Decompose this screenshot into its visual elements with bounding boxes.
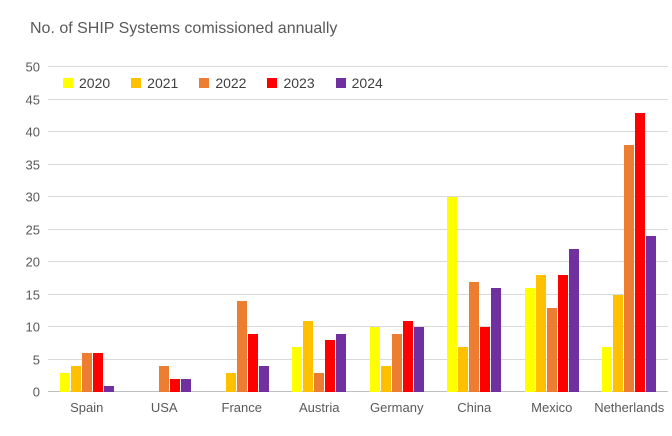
x-axis-category-label: Austria [299,400,340,415]
gridline [48,228,668,230]
legend-swatch-icon [131,78,142,88]
bar-2020-spain [59,372,70,392]
y-axis-tick-label: 30 [25,189,40,205]
bar-2022-france [236,301,247,392]
gridline [48,131,668,132]
bar-2021-germany [380,366,391,392]
bar-2020-china [447,197,458,392]
plot-area [48,66,668,392]
bar-2024-france [258,366,269,392]
x-axis-category-label: China [457,400,492,415]
bar-2024-germany [413,327,424,392]
bar-2022-usa [159,366,170,392]
bar-2021-spain [70,366,81,392]
gridlines [48,66,668,392]
y-axis-tick-label: 5 [32,352,40,367]
legend-item-2022: 2022 [199,76,246,90]
bar-group-usa [126,67,204,392]
y-axis: 0 5 10 15 20 25 30 35 40 45 50 [0,61,40,399]
bar-group-germany [358,67,436,392]
y-axis-tick-label: 50 [25,59,40,75]
y-axis-tick-label: 15 [25,287,40,302]
legend-item-2023: 2023 [267,75,315,91]
legend-label: 2023 [283,75,315,91]
legend-label: 2021 [147,75,179,91]
bar-2023-austria [325,340,336,392]
y-axis-tick-label: 45 [25,92,40,107]
gridline [48,293,668,295]
bar-2022-mexico [546,307,557,392]
legend-swatch-icon [335,78,346,88]
bar-group-france [203,67,281,392]
gridline [48,261,668,262]
y-axis-tick-label: 10 [25,319,40,335]
chart-legend: 2020 2021 2022 2023 2024 [63,76,383,90]
bar-2022-spain [81,353,92,392]
gridline [48,66,668,67]
x-axis-category-label: Mexico [531,400,573,415]
gridline [48,358,668,360]
gridline [48,196,668,197]
bar-2023-usa [170,379,181,392]
legend-item-2021: 2021 [131,76,178,90]
gridline [48,98,668,100]
bar-2023-mexico [557,275,568,392]
bar-group-netherlands [591,67,669,392]
bar-group-spain [48,67,126,392]
x-axis-category-label: Spain [70,400,104,415]
x-axis-category-label: USA [150,400,178,415]
bar-2024-austria [336,333,347,392]
bar-2023-france [247,333,258,392]
legend-label: 2022 [215,75,247,91]
x-axis-category-label: France [221,400,262,415]
bar-2024-china [491,288,502,392]
y-axis-tick-label: 25 [25,222,40,237]
legend-label: 2024 [351,75,383,91]
x-axis-line [48,391,668,392]
x-axis-category-label: Germany [370,400,424,415]
gridline [48,163,668,165]
bar-group-mexico [513,67,591,392]
chart-title: No. of SHIP Systems comissioned annually [30,20,338,37]
bar-groups [48,67,668,392]
legend-item-2020: 2020 [63,76,110,90]
bar-2024-usa [181,379,192,392]
bar-2022-germany [391,333,402,392]
legend-swatch-icon [199,78,210,88]
bar-2021-austria [303,320,314,392]
bar-2020-germany [369,327,380,392]
legend-swatch-icon [63,78,73,88]
bar-2023-china [480,327,491,392]
y-axis-tick-label: 0 [32,384,40,400]
legend-item-2024: 2024 [335,75,383,91]
bar-2021-netherlands [613,294,624,392]
bar-2024-mexico [568,249,579,392]
bar-2024-spain [103,385,114,392]
bar-2024-netherlands [646,236,657,392]
bar-2022-netherlands [624,145,635,392]
y-axis-tick-label: 35 [25,157,40,172]
legend-swatch-icon [267,78,278,88]
bar-2022-china [469,281,480,392]
bar-2022-austria [314,372,325,392]
bar-2023-germany [402,320,413,392]
bar-2020-mexico [524,288,535,392]
bar-group-china [436,67,514,392]
x-axis: Spain USA France Austria Germany China Mexico N… [48,400,668,415]
y-axis-tick-label: 20 [25,254,40,270]
y-axis-tick-label: 40 [25,124,40,140]
bar-2021-mexico [535,275,546,392]
x-axis-category-label: Netherlands [594,400,665,415]
gridline [48,326,668,327]
legend-label: 2020 [79,75,111,91]
bar-2021-france [225,372,236,392]
bar-2020-netherlands [602,346,613,392]
bar-2023-netherlands [635,112,646,392]
bar-2021-china [458,346,469,392]
bar-2023-spain [92,353,103,392]
bar-2020-austria [292,346,303,392]
bar-group-austria [281,67,359,392]
